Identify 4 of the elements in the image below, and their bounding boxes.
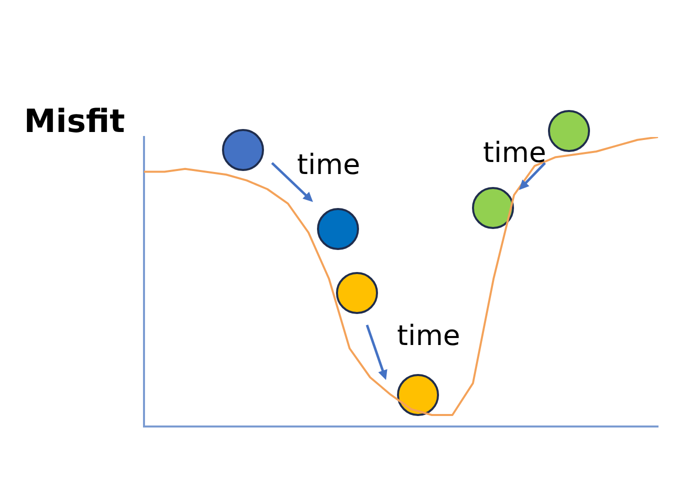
y-axis-title: Misfit bbox=[24, 102, 125, 140]
annotation: time bbox=[297, 148, 360, 181]
annotation: time bbox=[483, 136, 546, 169]
annotation: time bbox=[397, 319, 460, 352]
